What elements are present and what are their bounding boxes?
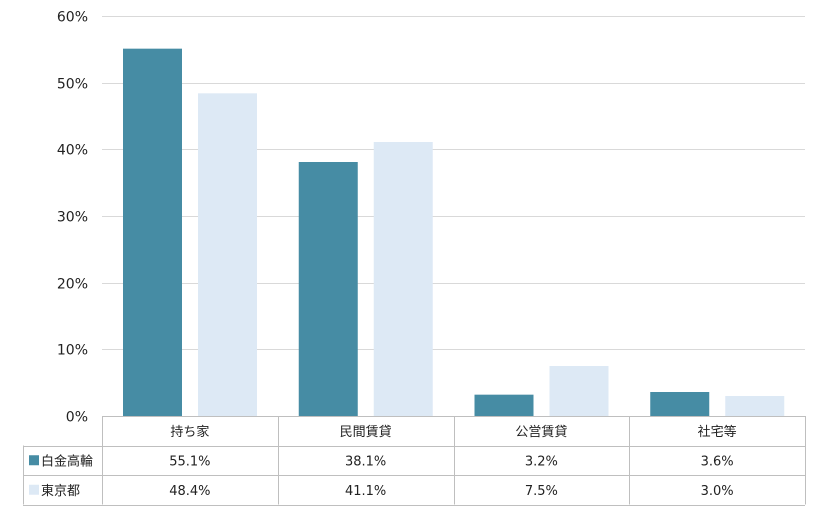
category-label: 社宅等 bbox=[698, 424, 737, 440]
category-label: 公営賃貸 bbox=[515, 424, 567, 440]
legend-label: 東京都 bbox=[41, 483, 80, 499]
bar-series-2 bbox=[549, 366, 609, 416]
bar-series-1 bbox=[650, 392, 710, 416]
bars bbox=[123, 48, 785, 417]
bar-series-1 bbox=[474, 394, 534, 416]
y-tick-label: 40% bbox=[57, 143, 88, 159]
y-tick-label: 20% bbox=[57, 277, 88, 293]
bar-series-2 bbox=[725, 396, 785, 416]
y-axis-labels: 0% 10% 20% 30% 40% 50% 60% bbox=[57, 10, 88, 426]
y-tick-label: 50% bbox=[57, 77, 88, 93]
legend-label: 白金高輪 bbox=[41, 453, 93, 469]
y-tick-label: 0% bbox=[66, 410, 88, 426]
y-tick-label: 10% bbox=[57, 343, 88, 359]
bar-series-1 bbox=[298, 162, 358, 416]
bar-series-1 bbox=[123, 48, 182, 417]
data-label: 38.1% bbox=[345, 454, 386, 469]
category-label: 民間賃貸 bbox=[340, 424, 392, 440]
data-label: 3.0% bbox=[701, 484, 734, 499]
data-label: 48.4% bbox=[169, 484, 210, 499]
bar-series-2 bbox=[198, 93, 257, 416]
legend-swatch bbox=[29, 455, 39, 466]
y-tick-label: 60% bbox=[57, 10, 88, 26]
data-label: 3.2% bbox=[525, 454, 558, 469]
data-label: 55.1% bbox=[169, 454, 210, 469]
bar-series-2 bbox=[373, 142, 433, 416]
data-label: 3.6% bbox=[701, 454, 734, 469]
category-label: 持ち家 bbox=[170, 424, 209, 440]
legend-swatch bbox=[29, 484, 39, 495]
y-tick-label: 30% bbox=[57, 210, 88, 226]
data-label: 7.5% bbox=[525, 484, 558, 499]
data-label: 41.1% bbox=[345, 484, 386, 499]
